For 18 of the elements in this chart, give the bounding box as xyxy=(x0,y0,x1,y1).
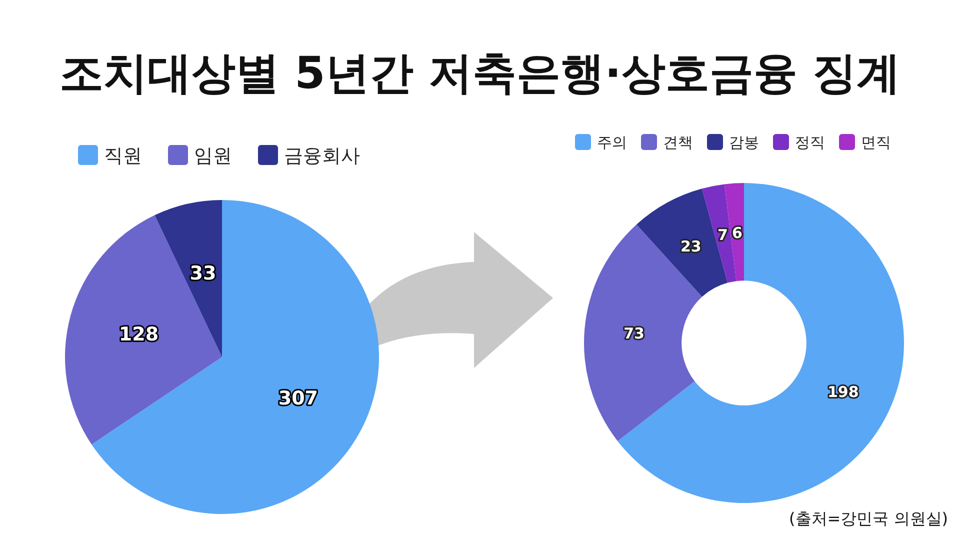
legend-label: 견책 xyxy=(663,133,693,152)
data-label: 33 xyxy=(190,262,216,284)
data-label: 128 xyxy=(118,324,159,346)
text: 조치대상별 5년간 저축은행·상호금융 징계 xyxy=(59,48,901,99)
data-label: 7 xyxy=(717,226,728,244)
data-label: 73 xyxy=(624,324,644,343)
legend-label: 주의 xyxy=(597,133,627,152)
legend-label: 임원 xyxy=(194,144,232,167)
legend-label: 감봉 xyxy=(729,133,759,152)
data-label: 198 xyxy=(827,382,859,401)
legend-label: 면직 xyxy=(861,133,891,152)
legend-label: 금융회사 xyxy=(284,144,360,167)
data-label: 6 xyxy=(732,224,742,242)
text: (출처=강민국 의원실) xyxy=(789,509,948,528)
legend-label: 직원 xyxy=(104,144,142,167)
legend-label: 정직 xyxy=(795,133,825,152)
data-label: 307 xyxy=(278,387,318,410)
data-label: 23 xyxy=(680,237,702,256)
